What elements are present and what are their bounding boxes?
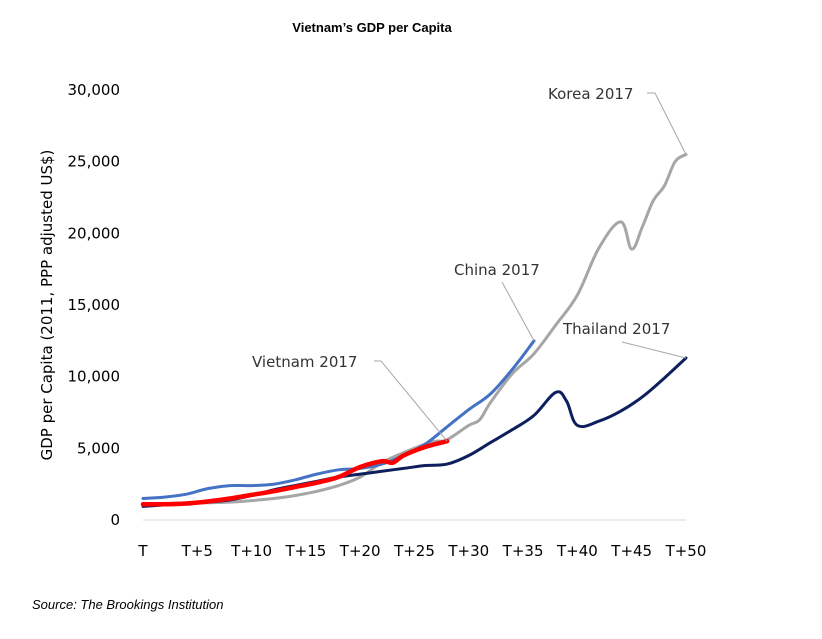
y-axis-label: GDP per Capita (2011, PPP adjusted US$) [38, 150, 56, 461]
y-tick-label: 20,000 [68, 224, 121, 242]
x-tick-label: T+15 [284, 542, 326, 560]
x-tick-label: T+40 [556, 542, 598, 560]
y-tick-label: 25,000 [68, 153, 121, 171]
x-tick-label: T+25 [393, 542, 435, 560]
x-tick-label: T+20 [339, 542, 381, 560]
series-line-china-2017 [141, 339, 536, 500]
chart-title: Vietnam’s GDP per Capita [292, 20, 452, 35]
y-tick-label: 15,000 [68, 296, 121, 314]
annotation-label: Thailand 2017 [562, 320, 670, 338]
annotation-leader-line [647, 92, 687, 155]
x-tick-label: T [137, 542, 148, 560]
y-tick-label: 5,000 [77, 439, 120, 457]
series-line-thailand-2017 [141, 356, 688, 508]
x-tick-label: T+35 [502, 542, 544, 560]
annotation-label: Korea 2017 [548, 85, 633, 103]
x-tick-label: T+5 [181, 542, 213, 560]
annotation-leader-line [374, 360, 448, 442]
series-line-vietnam-2017 [140, 438, 450, 507]
x-tick-label: T+30 [447, 542, 489, 560]
annotation-label: Vietnam 2017 [252, 353, 357, 371]
x-tick-label: T+10 [230, 542, 272, 560]
x-tick-label: T+45 [610, 542, 652, 560]
y-tick-label: 10,000 [68, 368, 121, 386]
y-tick-labels: 0 5,000 10,000 15,000 20,000 25,000 30,000 [68, 81, 121, 529]
series-lines [140, 153, 688, 508]
annotation-leader-line [501, 281, 535, 342]
y-tick-label: 0 [110, 511, 120, 529]
annotation-label: China 2017 [454, 261, 540, 279]
annotations: Korea 2017 China 2017 Thailand 2017 Vietnam… [252, 85, 687, 442]
annotation-leader-line [621, 341, 687, 359]
y-tick-label: 30,000 [68, 81, 121, 99]
x-tick-labels: T T+5 T+10 T+15 T+20 T+25 T+30 T+35 T+40 T+45 T+50 [137, 542, 706, 560]
source-note: Source: The Brookings Institution [32, 597, 224, 612]
x-tick-label: T+50 [665, 542, 707, 560]
